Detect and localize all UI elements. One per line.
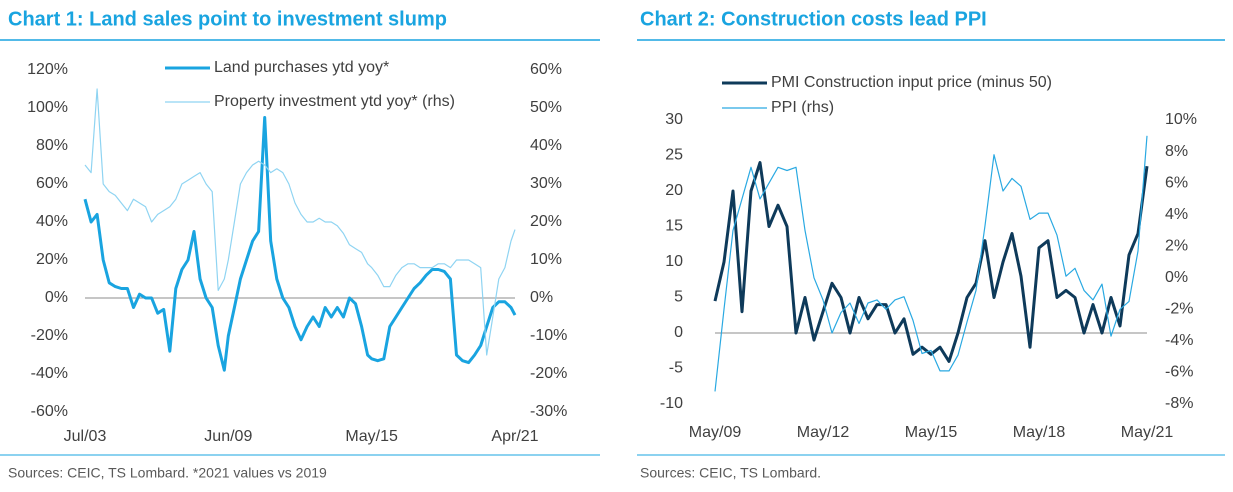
y-tick-label: -10 [660, 395, 683, 412]
y-tick-label: 40% [36, 213, 68, 230]
legend-label: Land purchases ytd yoy* [214, 59, 389, 76]
y-tick-label: 120% [27, 61, 68, 78]
y2-tick-label: -10% [530, 327, 567, 344]
y-tick-label: 20% [36, 251, 68, 268]
x-tick-label: Jun/09 [204, 428, 252, 445]
chart-title: Chart 2: Construction costs lead PPI [640, 8, 987, 30]
y2-tick-label: 30% [530, 175, 562, 192]
chart-title: Chart 1: Land sales point to investment … [8, 8, 447, 30]
y2-tick-label: 10% [530, 251, 562, 268]
source-note: Sources: CEIC, TS Lombard. *2021 values … [8, 465, 327, 481]
x-tick-label: Jul/03 [64, 428, 107, 445]
y-tick-label: 20 [665, 182, 683, 199]
y2-tick-label: 40% [530, 137, 562, 154]
x-tick-label: May/18 [1013, 424, 1066, 441]
y2-tick-label: -8% [1165, 395, 1193, 412]
legend-label: Property investment ytd yoy* (rhs) [214, 93, 455, 110]
x-tick-label: May/09 [689, 424, 742, 441]
series-line [713, 161, 1149, 363]
y-tick-label: -5 [669, 360, 683, 377]
y-tick-label: 0 [674, 324, 683, 341]
y-tick-label: 15 [665, 218, 683, 235]
x-tick-label: May/21 [1121, 424, 1174, 441]
x-tick-label: May/15 [905, 424, 958, 441]
y-tick-label: -20% [31, 327, 68, 344]
y2-tick-label: -4% [1165, 332, 1193, 349]
y2-tick-label: 0% [1165, 269, 1188, 286]
y-tick-label: 25 [665, 147, 683, 164]
y-tick-label: 60% [36, 175, 68, 192]
y2-tick-label: 10% [1165, 111, 1197, 128]
source-note: Sources: CEIC, TS Lombard. [640, 465, 821, 481]
y2-tick-label: 2% [1165, 237, 1188, 254]
y-tick-label: 0% [45, 289, 68, 306]
series-line [84, 88, 516, 356]
y2-tick-label: 60% [530, 61, 562, 78]
y-tick-label: 80% [36, 137, 68, 154]
series-line [714, 135, 1148, 392]
x-tick-label: May/15 [345, 428, 398, 445]
y-tick-label: -40% [31, 365, 68, 382]
y-tick-label: 100% [27, 99, 68, 116]
y-tick-label: -60% [31, 403, 68, 420]
y2-tick-label: -6% [1165, 364, 1193, 381]
y2-tick-label: 20% [530, 213, 562, 230]
series-line [83, 116, 517, 372]
x-tick-label: Apr/21 [491, 428, 538, 445]
y2-tick-label: 8% [1165, 143, 1188, 160]
legend-label: PMI Construction input price (minus 50) [771, 74, 1052, 91]
y2-tick-label: -20% [530, 365, 567, 382]
x-tick-label: May/12 [797, 424, 850, 441]
y-tick-label: 30 [665, 111, 683, 128]
y2-tick-label: -30% [530, 403, 567, 420]
y2-tick-label: 6% [1165, 174, 1188, 191]
y2-tick-label: 0% [530, 289, 553, 306]
y2-tick-label: 4% [1165, 206, 1188, 223]
legend-label: PPI (rhs) [771, 99, 834, 116]
y2-tick-label: -2% [1165, 301, 1193, 318]
y-tick-label: 10 [665, 253, 683, 270]
y2-tick-label: 50% [530, 99, 562, 116]
y-tick-label: 5 [674, 289, 683, 306]
